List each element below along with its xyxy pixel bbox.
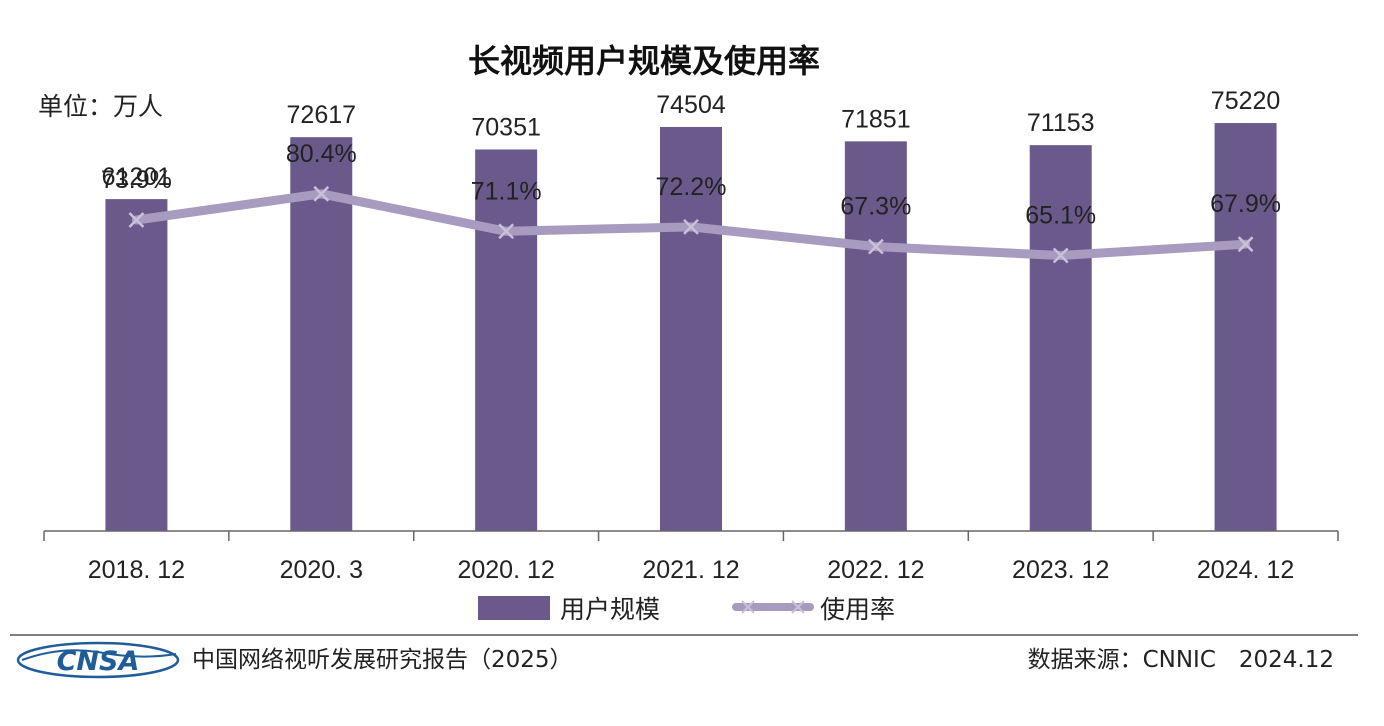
bar-data-label: 71153 bbox=[1027, 109, 1095, 137]
bar-data-label: 75220 bbox=[1211, 87, 1281, 115]
legend-bar-swatch bbox=[478, 596, 550, 620]
data-source: 数据来源：CNNIC 2024.12 bbox=[1028, 647, 1334, 673]
bar-data-label: 71851 bbox=[841, 105, 911, 133]
chart-title: 长视频用户规模及使用率 bbox=[468, 42, 820, 80]
bar-data-label: 72617 bbox=[287, 101, 357, 129]
logo-swoosh-icon bbox=[21, 649, 177, 661]
line-data-label: 67.9% bbox=[1210, 190, 1281, 218]
legend-line-marker bbox=[741, 600, 755, 614]
bar bbox=[1214, 123, 1277, 531]
legend-bar-label: 用户规模 bbox=[560, 595, 660, 624]
bar bbox=[844, 141, 907, 531]
line-group bbox=[128, 185, 1254, 264]
x-axis bbox=[43, 530, 1339, 541]
logo-text: CNSA bbox=[57, 646, 140, 677]
line-data-label: 67.3% bbox=[840, 193, 911, 221]
line-point-marker bbox=[313, 185, 330, 202]
line-label-group: 73.9% 80.4% 71.1% 72.2% 67.3% 65.1% 67.9% bbox=[101, 140, 1281, 230]
line-point-marker bbox=[1052, 247, 1069, 264]
x-tick-label: 2018. 12 bbox=[88, 556, 185, 584]
x-tick-label: 2020. 12 bbox=[457, 556, 554, 584]
line-data-label: 72.2% bbox=[656, 173, 727, 201]
bar bbox=[290, 137, 353, 532]
x-tick-label: 2022. 12 bbox=[827, 556, 924, 584]
x-tick-label: 2021. 12 bbox=[642, 556, 739, 584]
line-data-label: 71.1% bbox=[471, 177, 542, 205]
line-point-marker bbox=[683, 218, 699, 235]
x-tick-labels: 2018. 12 2020. 3 2020. 12 2021. 12 2022. 12 2… bbox=[88, 556, 1294, 584]
bar-group bbox=[105, 123, 1277, 532]
bar-data-label: 70351 bbox=[471, 113, 541, 141]
bar-label-group: 61201 72617 70351 74504 71851 71153 75220 bbox=[102, 87, 1281, 191]
cnsa-logo: CNSA bbox=[16, 641, 180, 679]
bar bbox=[475, 149, 538, 532]
bar bbox=[1029, 145, 1092, 532]
bar-data-label: 61201 bbox=[102, 163, 172, 191]
x-tick-label: 2024. 12 bbox=[1197, 556, 1294, 584]
logo-ellipse-icon bbox=[16, 641, 180, 679]
x-tick-label: 2020. 3 bbox=[280, 556, 363, 584]
line-point-marker bbox=[128, 212, 145, 228]
legend-line-marker bbox=[791, 600, 805, 614]
legend-line-label: 使用率 bbox=[820, 595, 895, 624]
bar-data-label: 74504 bbox=[656, 91, 726, 119]
line-point-marker bbox=[867, 238, 884, 255]
legend: 用户规模 使用率 bbox=[478, 595, 895, 624]
line-data-label: 80.4% bbox=[286, 140, 357, 168]
line-point-marker bbox=[1237, 236, 1254, 253]
bar bbox=[105, 199, 168, 531]
x-tick-label: 2023. 12 bbox=[1012, 556, 1109, 584]
bar bbox=[660, 126, 722, 531]
line-data-label: 73.9% bbox=[101, 166, 172, 194]
line-point-marker bbox=[498, 223, 515, 240]
unit-label: 单位：万人 bbox=[38, 92, 163, 121]
report-title: 中国网络视听发展研究报告（2025） bbox=[192, 647, 573, 673]
line-data-label: 65.1% bbox=[1025, 201, 1096, 229]
